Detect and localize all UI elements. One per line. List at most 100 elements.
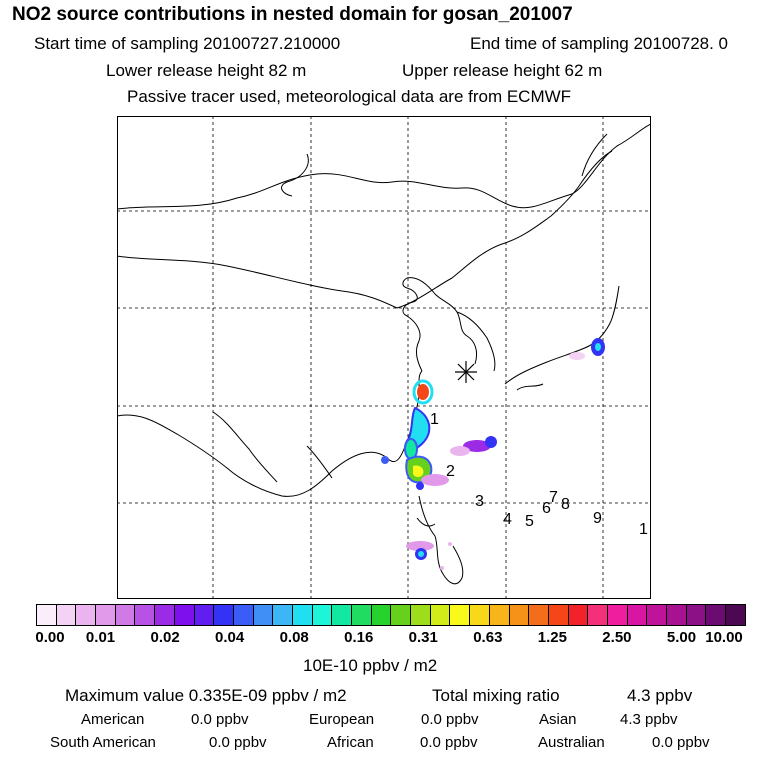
colorbar-cell <box>627 605 648 625</box>
tracer-info-text: Passive tracer used, meteorological data… <box>127 87 572 106</box>
plume-14-core <box>418 551 424 557</box>
colorbar-cell <box>607 605 628 625</box>
plume-7 <box>416 482 424 490</box>
colorbar-cell <box>450 605 471 625</box>
colorbar-tick-label: 5.00 <box>666 629 697 646</box>
colorbar-cell <box>529 605 549 625</box>
colorbar-tick-label: 1.25 <box>537 629 567 646</box>
plume-15 <box>448 542 452 546</box>
source-label-2: 2 <box>446 463 455 480</box>
source-label-8: 8 <box>561 496 570 513</box>
colorbar-unit: 10E-10 ppbv / m2 <box>303 656 438 675</box>
plume-5-core <box>413 465 424 477</box>
plume-9 <box>485 436 497 448</box>
source-label-10: 1 <box>639 521 648 538</box>
colorbar-cell <box>706 605 727 625</box>
colorbar-tick-label: 0.16 <box>344 629 374 646</box>
colorbar-cell <box>292 605 313 625</box>
colorbar-tick-label: 0.31 <box>408 629 438 646</box>
colorbar-cell <box>155 605 175 625</box>
australian-value: 0.0 ppbv <box>652 734 710 751</box>
lower-release-height-text: Lower release height 82 m <box>106 61 307 80</box>
plume-10 <box>450 446 470 456</box>
source-label-9: 9 <box>593 510 602 527</box>
colorbar-cell <box>96 605 116 625</box>
plume-4 <box>381 456 389 464</box>
plume-1 <box>417 384 429 400</box>
colorbar-tick-label: 0.04 <box>215 629 245 646</box>
plume-6 <box>421 474 449 486</box>
colorbar-cell <box>214 605 234 625</box>
african-label: African <box>327 734 374 751</box>
colorbar-tick-label: 0.00 <box>35 629 65 646</box>
colorbar-cell <box>253 605 274 625</box>
colorbar-cell <box>135 605 156 625</box>
colorbar-cell <box>233 605 254 625</box>
plume-11-core <box>595 343 601 351</box>
source-label-5: 5 <box>525 513 534 530</box>
colorbar-cell <box>391 605 412 625</box>
end-time-text: End time of sampling 20100728. 0 <box>470 34 729 53</box>
colorbar-cell <box>174 605 195 625</box>
colorbar-cell <box>489 605 510 625</box>
asian-value: 4.3 ppbv <box>620 711 678 728</box>
colorbar-cell <box>588 605 608 625</box>
max-value-text: Maximum value 0.335E-09 ppbv / m2 <box>65 686 347 705</box>
australian-label: Australian <box>538 734 605 751</box>
colorbar-cell <box>312 605 333 625</box>
plume-13 <box>406 541 434 551</box>
colorbar-tick-label: 0.08 <box>279 629 309 646</box>
plume-16 <box>440 566 444 570</box>
colorbar-cell <box>37 605 57 625</box>
european-label: European <box>309 711 375 728</box>
plume-8 <box>463 440 491 452</box>
source-labels: 1 2 3 4 5 6 7 8 9 1 <box>430 411 648 538</box>
total-mixing-value: 4.3 ppbv <box>627 686 693 705</box>
colorbar-cell <box>667 605 687 625</box>
colorbar-cell <box>76 605 97 625</box>
source-label-7: 7 <box>549 489 558 506</box>
colorbar-cell <box>56 605 77 625</box>
colorbar-cell <box>371 605 392 625</box>
colorbar-cell <box>686 605 707 625</box>
tracer-plumes <box>381 338 605 570</box>
map-panel: 1 2 3 4 5 6 7 8 9 1 <box>117 116 651 599</box>
american-value: 0.0 ppbv <box>191 711 249 728</box>
total-mixing-label: Total mixing ratio <box>432 686 560 705</box>
colorbar-tick-label: 0.63 <box>473 629 503 646</box>
colorbar-cell <box>115 605 136 625</box>
source-label-4: 4 <box>503 511 512 528</box>
coastlines-and-borders <box>117 123 651 585</box>
south-american-value: 0.0 ppbv <box>209 734 267 751</box>
colorbar-cell <box>726 605 745 625</box>
american-label: American <box>81 711 145 728</box>
plot-title: NO2 source contributions in nested domai… <box>12 4 573 25</box>
south-american-label: South American <box>50 734 156 751</box>
colorbar-cell <box>430 605 451 625</box>
colorbar-tick-label: 0.01 <box>85 629 116 646</box>
plume-12 <box>569 352 585 360</box>
colorbar-cell <box>411 605 431 625</box>
colorbar-cell <box>352 605 372 625</box>
colorbar-cell <box>647 605 667 625</box>
source-label-1: 1 <box>430 411 439 428</box>
colorbar-cell <box>332 605 352 625</box>
start-time-text: Start time of sampling 20100727.210000 <box>34 34 341 53</box>
upper-release-height-text: Upper release height 62 m <box>402 61 603 80</box>
colorbar-tick-label: 2.50 <box>602 629 632 646</box>
lat-lon-grid <box>117 116 651 599</box>
african-value: 0.0 ppbv <box>420 734 478 751</box>
colorbar-cell <box>273 605 293 625</box>
colorbar-cell <box>470 605 490 625</box>
source-label-6: 6 <box>542 500 551 517</box>
asian-label: Asian <box>539 711 577 728</box>
colorbar <box>36 604 746 626</box>
colorbar-cell <box>548 605 569 625</box>
colorbar-cell <box>509 605 530 625</box>
colorbar-tick-label: 10.00 <box>705 629 743 646</box>
colorbar-cell <box>568 605 589 625</box>
colorbar-tick-label: 0.02 <box>150 629 180 646</box>
european-value: 0.0 ppbv <box>421 711 479 728</box>
receptor-marker <box>455 361 477 383</box>
plume-1-halo <box>412 379 434 405</box>
